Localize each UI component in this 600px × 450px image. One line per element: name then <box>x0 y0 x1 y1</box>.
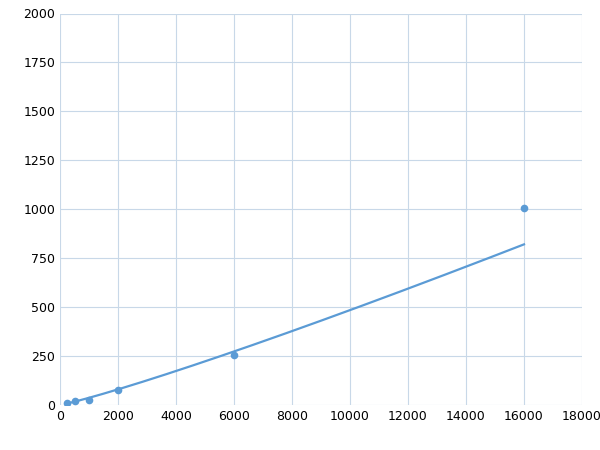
Point <box>62 400 72 407</box>
Point <box>519 205 529 212</box>
Point <box>229 351 239 359</box>
Point <box>84 396 94 404</box>
Point <box>70 398 79 405</box>
Point <box>113 387 123 394</box>
